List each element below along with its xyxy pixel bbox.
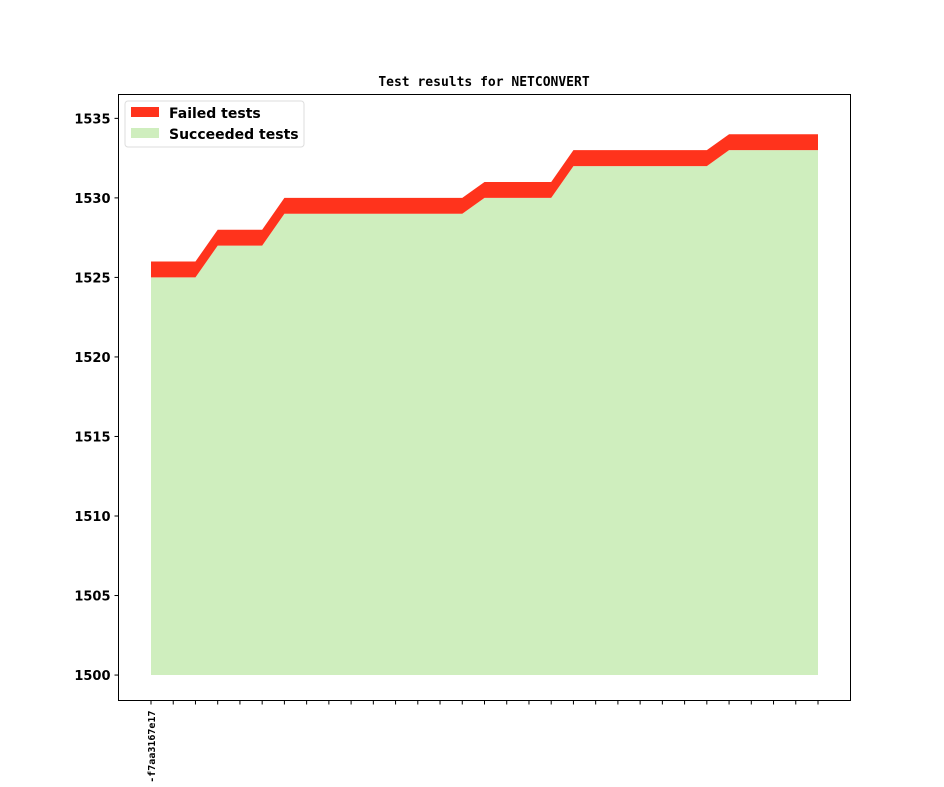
chart-title: Test results for NETCONVERT [378,75,589,90]
area-succeeded-tests [151,150,818,676]
legend: Failed tests Succeeded tests [124,100,305,148]
legend-swatch-succeeded [131,128,159,138]
legend-swatch-failed [131,107,159,117]
y-tick-label: 1535 [74,112,110,127]
y-tick-label: 1515 [74,430,110,445]
x-tick-label: -f7aa3167e17 [147,711,158,783]
legend-label-succeeded: Succeeded tests [169,127,299,143]
area-failed-tests [151,134,818,278]
y-tick-label: 1530 [74,192,110,207]
y-tick-label: 1520 [74,351,110,366]
y-tick-label: 1525 [74,271,110,286]
y-tick-label: 1510 [74,510,110,525]
legend-label-failed: Failed tests [169,106,261,122]
y-tick-label: 1505 [74,590,110,605]
y-tick-label: 1500 [74,669,110,684]
